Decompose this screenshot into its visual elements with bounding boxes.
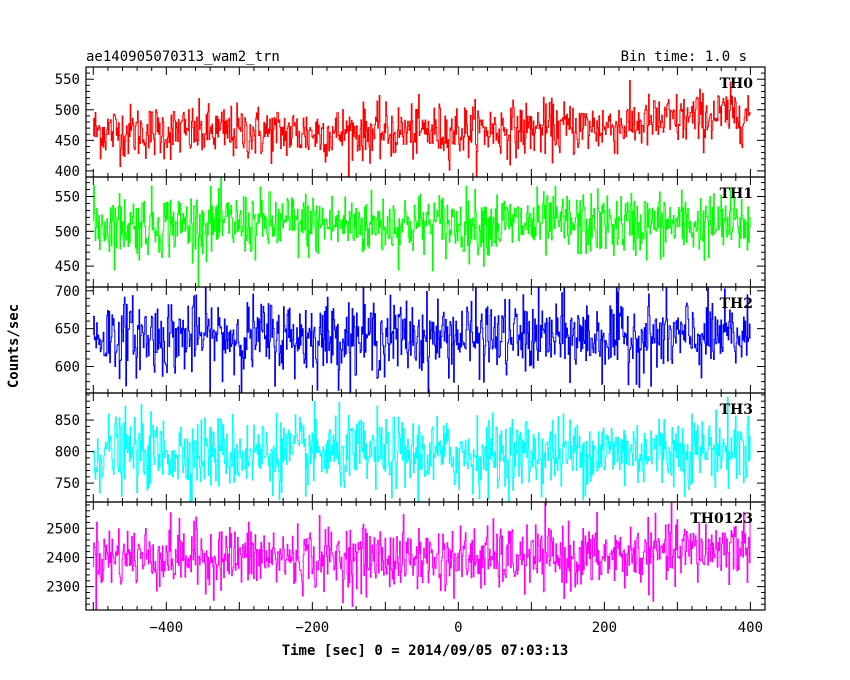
y-tick-label: 650 xyxy=(55,322,80,338)
y-tick-label: 400 xyxy=(55,164,80,180)
y-tick-label: 800 xyxy=(55,445,80,461)
series-th1-line xyxy=(92,177,751,287)
y-tick-label: 2300 xyxy=(46,580,80,596)
y-tick-label: 450 xyxy=(55,133,80,149)
panel-th0: 400 450 500 550 TH0 xyxy=(55,66,766,180)
panel-th0123: 2300 2400 2500 TH0123 xyxy=(46,501,766,611)
series-th0123-line xyxy=(92,502,751,610)
chart-title: ae140905070313_wam2_trn xyxy=(86,49,280,65)
panel-th1: 450 500 550 TH1 xyxy=(55,176,766,288)
series-th0-line xyxy=(92,79,751,177)
y-tick-label: 750 xyxy=(55,476,80,492)
x-tick-label: 200 xyxy=(592,620,617,636)
x-tick-label: 400 xyxy=(738,620,763,636)
panel-th2: 600 650 700 TH2 xyxy=(55,284,766,394)
x-tick-label: 0 xyxy=(454,620,462,636)
y-tick-label: 500 xyxy=(55,103,80,119)
panel-label-th0: TH0 xyxy=(720,76,754,92)
panel-frame xyxy=(85,501,766,611)
x-axis: −400 −200 0 200 400 xyxy=(149,620,763,636)
y-tick-label: 600 xyxy=(55,360,80,376)
panel-label-th3: TH3 xyxy=(720,402,753,418)
y-tick-label: 500 xyxy=(55,224,80,240)
y-tick-label: 700 xyxy=(55,284,80,300)
y-tick-label: 850 xyxy=(55,413,80,429)
y-tick-label: 2400 xyxy=(46,550,80,566)
x-tick-label: −200 xyxy=(295,620,329,636)
y-tick-label: 550 xyxy=(55,72,80,88)
panel-label-th2: TH2 xyxy=(720,296,753,312)
y-tick-label: 2500 xyxy=(46,521,80,537)
panel-th3: 750 800 850 TH3 xyxy=(55,392,766,503)
series-th2-line xyxy=(92,287,751,393)
x-axis-label: Time [sec] 0 = 2014/09/05 07:03:13 xyxy=(282,643,569,659)
panels-group: 400 450 500 550 TH0 450 500 550 TH1 600 650 700 TH2 7… xyxy=(46,66,766,611)
panel-label-th1: TH1 xyxy=(720,186,753,202)
y-tick-label: 550 xyxy=(55,189,80,205)
panel-label-th0123: TH0123 xyxy=(690,511,753,527)
y-axis-label: Counts/sec xyxy=(6,304,22,388)
x-tick-label: −400 xyxy=(149,620,183,636)
y-tick-label: 450 xyxy=(55,259,80,275)
bin-time-label: Bin time: 1.0 s xyxy=(621,49,747,65)
series-th3-line xyxy=(92,396,751,502)
